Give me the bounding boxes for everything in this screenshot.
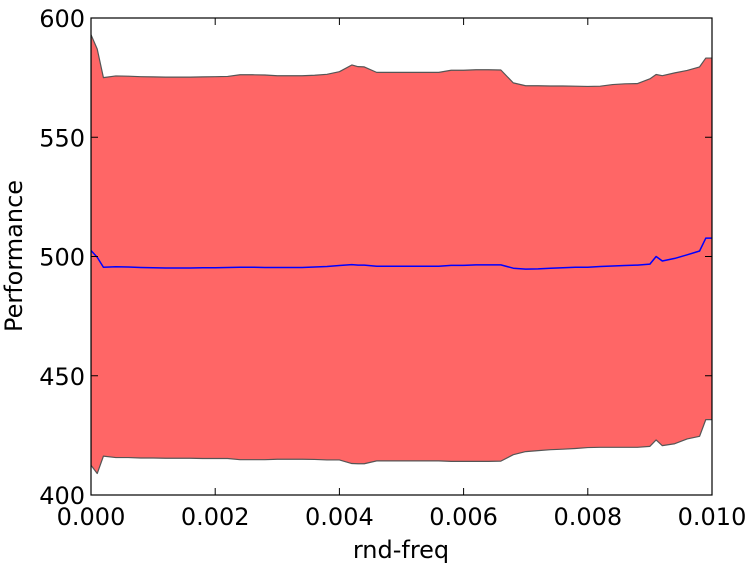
x-tick-label: 0.000 (57, 503, 126, 531)
x-tick-label: 0.010 (678, 503, 747, 531)
y-tick-label: 450 (39, 363, 85, 391)
y-axis-label: Performance (0, 180, 28, 332)
x-axis-label: rnd-freq (353, 536, 449, 564)
y-tick-label: 600 (39, 5, 85, 33)
confidence-band (91, 34, 712, 475)
y-axis: 400 450 500 550 600 (39, 5, 712, 510)
x-tick-label: 0.004 (305, 503, 374, 531)
plot-area (90, 17, 713, 496)
x-tick-label: 0.008 (553, 503, 622, 531)
y-tick-label: 400 (39, 482, 85, 510)
series-group (91, 34, 712, 475)
y-tick-label: 550 (39, 124, 85, 152)
x-tick-label: 0.002 (181, 503, 250, 531)
x-tick-label: 0.006 (429, 503, 498, 531)
mean-line (91, 237, 712, 270)
y-tick-label: 500 (39, 244, 85, 272)
x-axis: 0.000 0.002 0.004 0.006 0.008 0.010 (57, 18, 747, 531)
